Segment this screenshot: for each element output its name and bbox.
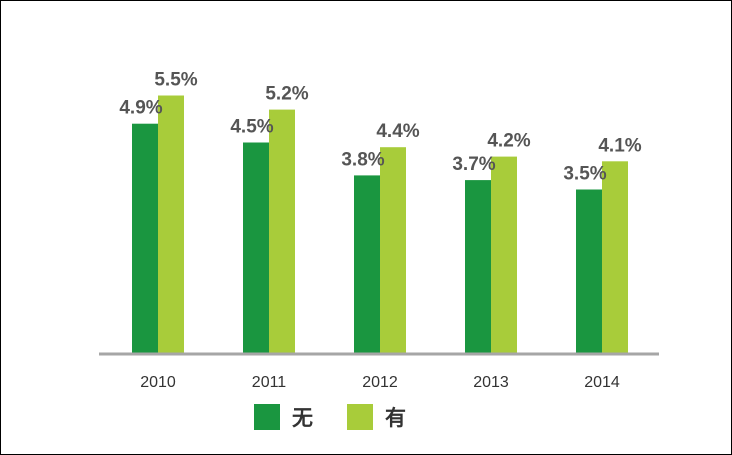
data-label-2010-series-1: 5.5% <box>154 70 197 91</box>
data-label-2012-series-1: 4.4% <box>376 121 419 142</box>
bar-2014-series-0 <box>576 189 602 354</box>
x-tick-label-2010: 2010 <box>140 374 176 391</box>
legend-label-series-1: 有 <box>385 406 406 430</box>
bar-2010-series-1 <box>158 95 184 354</box>
x-tick-labels-layer: 2010 2011 2012 2013 2014 <box>140 374 620 391</box>
x-tick-label-2013: 2013 <box>473 374 509 391</box>
bar-2014-series-1 <box>602 161 628 354</box>
data-label-2011-series-0: 4.5% <box>230 117 273 138</box>
data-label-2012-series-0: 3.8% <box>341 149 384 170</box>
x-tick-label-2012: 2012 <box>362 374 398 391</box>
bar-2013-series-0 <box>465 180 491 354</box>
legend-swatch-series-0 <box>254 404 280 430</box>
bar-2012-series-0 <box>354 175 380 354</box>
data-label-2014-series-1: 4.1% <box>598 135 641 156</box>
legend-swatch-series-1 <box>347 404 373 430</box>
bar-2011-series-0 <box>243 142 269 354</box>
bar-2010-series-0 <box>132 123 158 354</box>
legend-item-series-1: 有 <box>347 402 406 432</box>
data-label-2011-series-1: 5.2% <box>265 84 308 105</box>
data-labels-layer: 4.9% 5.5% 4.5% 5.2% 3.8% 4.4% 3.7%4.2% 3.5% 4.1% <box>119 70 641 185</box>
data-label-2013-series-1: 4.2% <box>487 131 530 152</box>
x-tick-label-2011: 2011 <box>252 374 287 391</box>
legend: 无 有 <box>254 404 440 430</box>
bar-2012-series-1 <box>380 147 406 354</box>
data-label-2010-series-0: 4.9% <box>119 98 162 119</box>
x-tick-label-2014: 2014 <box>584 374 620 391</box>
bars-layer <box>132 95 628 354</box>
legend-label-series-0: 无 <box>292 406 313 430</box>
data-label-2013-series-0: 3.7% <box>452 154 495 175</box>
legend-item-series-0: 无 <box>254 402 313 432</box>
bar-2011-series-1 <box>269 109 295 354</box>
bar-2013-series-1 <box>491 156 517 354</box>
data-label-2014-series-0: 3.5% <box>563 164 606 185</box>
